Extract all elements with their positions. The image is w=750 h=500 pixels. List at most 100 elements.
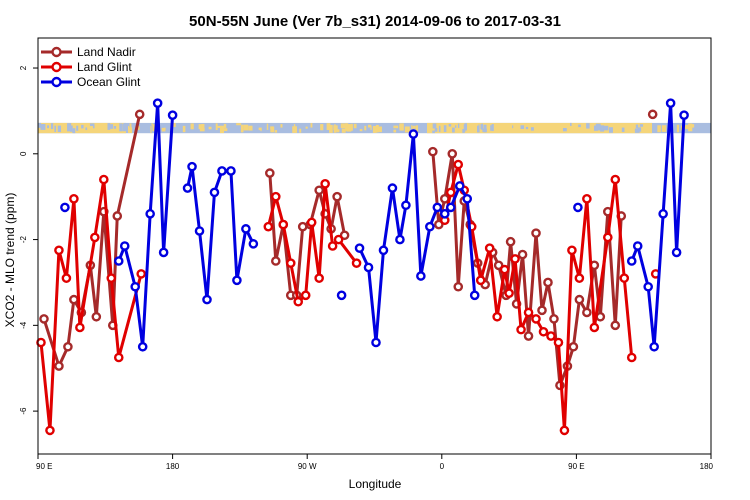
band-texture (50, 123, 54, 130)
band-texture (320, 124, 324, 131)
data-point (574, 294, 585, 305)
series-line (443, 163, 634, 432)
band-texture (483, 124, 487, 133)
chart-title: 50N-55N June (Ver 7b_s31) 2014-09-06 to … (189, 13, 561, 30)
data-point (439, 194, 450, 204)
data-point (39, 314, 49, 324)
data-point (320, 179, 330, 189)
band-texture (600, 125, 605, 132)
band-texture (57, 125, 62, 133)
band-texture (236, 123, 242, 126)
band-texture (336, 129, 340, 132)
band-texture (128, 127, 133, 134)
data-point (217, 166, 227, 176)
band-texture (305, 126, 308, 129)
data-point (559, 425, 570, 436)
y-axis: 2 0 -2 -4 -6 (19, 65, 38, 415)
band-texture (454, 125, 457, 128)
data-point (137, 341, 148, 352)
band-texture (457, 123, 460, 129)
band-texture (364, 125, 367, 131)
data-point (475, 275, 486, 286)
band-texture (520, 125, 525, 129)
band-texture (182, 125, 186, 133)
data-point (187, 161, 197, 172)
data-point (395, 234, 405, 245)
band-texture (219, 125, 225, 134)
data-point (445, 202, 456, 213)
data-point (649, 341, 659, 352)
band-texture (689, 124, 695, 128)
data-point (531, 228, 541, 238)
data-point (241, 224, 251, 234)
band-texture (150, 125, 152, 134)
data-point (339, 230, 350, 241)
band-texture (85, 127, 88, 131)
data-point (332, 191, 342, 202)
band-texture (208, 126, 212, 130)
band-texture (326, 123, 331, 130)
band-texture (110, 124, 114, 129)
band-texture (685, 124, 689, 130)
data-point (336, 290, 347, 301)
band-texture (198, 124, 204, 130)
band-texture (129, 123, 132, 129)
data-point (112, 211, 123, 221)
band-texture (603, 125, 609, 131)
series-line (117, 101, 175, 349)
data-point (523, 331, 534, 341)
data-point (665, 98, 676, 108)
data-point (619, 273, 630, 283)
band-texture (359, 129, 363, 132)
data-point (432, 202, 443, 213)
band-texture (223, 128, 228, 132)
band-texture (161, 127, 166, 132)
band-texture (266, 123, 269, 130)
data-point (493, 260, 504, 271)
band-texture (341, 128, 346, 133)
band-texture (201, 123, 205, 130)
band-texture (292, 126, 297, 133)
band-texture (677, 124, 679, 129)
data-point (152, 98, 163, 108)
band-texture (107, 123, 111, 130)
data-point (297, 221, 308, 232)
data-point (75, 322, 85, 333)
data-point (589, 322, 600, 333)
data-point (45, 425, 55, 436)
data-point (510, 254, 520, 264)
legend-item: Ocean Glint (41, 75, 141, 89)
band-texture (376, 124, 379, 133)
band-texture (438, 125, 441, 133)
band-texture (81, 124, 84, 129)
data-point (113, 352, 124, 363)
band-texture (329, 124, 333, 133)
x-tick-label: 90 W (298, 462, 317, 471)
data-point (671, 247, 682, 258)
data-point (434, 219, 444, 230)
plot-area (36, 37, 712, 455)
data-point (447, 148, 458, 159)
data-point (371, 337, 381, 348)
data-point (538, 326, 549, 337)
series-line (266, 182, 358, 304)
band-texture (67, 123, 72, 132)
legend-marker (51, 46, 62, 58)
band-texture (639, 124, 644, 127)
band-texture (490, 125, 492, 131)
series-line (431, 151, 623, 387)
data-point (226, 166, 236, 176)
band-texture (480, 124, 482, 130)
data-point (567, 245, 577, 256)
data-point (182, 183, 193, 193)
data-point (106, 273, 117, 283)
data-point (453, 281, 464, 292)
band-texture (280, 124, 283, 128)
data-point (516, 324, 526, 335)
band-texture (477, 125, 480, 133)
band-texture (172, 123, 176, 128)
data-point (61, 273, 72, 283)
data-point (36, 337, 46, 348)
data-point (504, 288, 514, 298)
band-texture (621, 127, 625, 132)
